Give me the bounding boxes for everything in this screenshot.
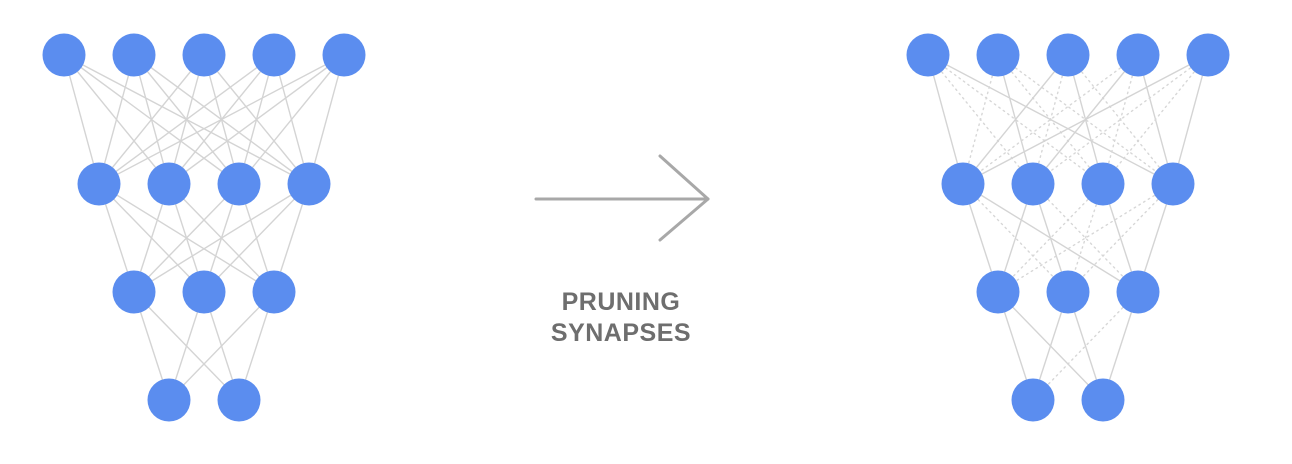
right-arrow-icon	[534, 154, 710, 242]
neuron-node	[112, 33, 156, 77]
neuron-node	[252, 33, 296, 77]
synapse	[98, 54, 345, 185]
neuron-node	[1081, 162, 1125, 206]
synapse	[962, 54, 1209, 185]
synapse	[98, 54, 205, 185]
before-neurons	[42, 33, 366, 422]
synapse	[98, 54, 135, 185]
synapse	[63, 54, 100, 185]
neuron-node	[1046, 270, 1090, 314]
neuron-node	[941, 162, 985, 206]
pruned-synapse	[1102, 54, 1139, 185]
neuron-node	[217, 378, 261, 422]
network-after-pruning	[906, 33, 1230, 422]
neuron-node	[1046, 33, 1090, 77]
caption-line-1: PRUNING	[561, 288, 681, 316]
synapse	[168, 54, 345, 185]
neuron-node	[1151, 162, 1195, 206]
neuron-node	[42, 33, 86, 77]
neuron-node	[1011, 162, 1055, 206]
synapse	[308, 54, 345, 185]
before-synapses	[63, 54, 345, 401]
neuron-node	[182, 33, 226, 77]
after-synapses	[927, 54, 1209, 401]
neuron-node	[906, 33, 950, 77]
pruned-synapse	[962, 54, 1139, 185]
neuron-node	[147, 378, 191, 422]
synapse	[927, 54, 964, 185]
neuron-node	[1116, 270, 1160, 314]
pruned-synapse	[1032, 54, 1069, 185]
neuron-node	[1116, 33, 1160, 77]
synapse	[1172, 54, 1209, 185]
pruned-synapse	[1032, 54, 1209, 185]
neuron-node	[252, 270, 296, 314]
synapse	[962, 54, 1069, 185]
synapse	[238, 54, 345, 185]
pruned-synapse	[997, 183, 1174, 293]
pruned-synapse	[1102, 54, 1209, 185]
neuron-node	[1081, 378, 1125, 422]
synapse	[133, 183, 240, 293]
pruning-synapses-label: PRUNING SYNAPSES	[521, 287, 721, 349]
network-before-pruning	[42, 33, 366, 422]
synapse	[133, 183, 310, 293]
neuron-node	[1011, 378, 1055, 422]
neuron-node	[147, 162, 191, 206]
synapse	[203, 183, 310, 293]
neuron-node	[287, 162, 331, 206]
pruned-synapse	[927, 54, 1104, 185]
neuron-node	[976, 270, 1020, 314]
synapse	[168, 291, 275, 401]
pruned-synapse	[962, 54, 999, 185]
caption-line-2: SYNAPSES	[550, 319, 692, 347]
pruned-synapse	[997, 54, 1174, 185]
neuron-node	[77, 162, 121, 206]
neuron-node	[1186, 33, 1230, 77]
neuron-node	[322, 33, 366, 77]
neuron-node	[112, 270, 156, 314]
synapse	[98, 54, 275, 185]
neuron-node	[182, 270, 226, 314]
neuron-node	[976, 33, 1020, 77]
after-neurons	[906, 33, 1230, 422]
neuron-node	[217, 162, 261, 206]
